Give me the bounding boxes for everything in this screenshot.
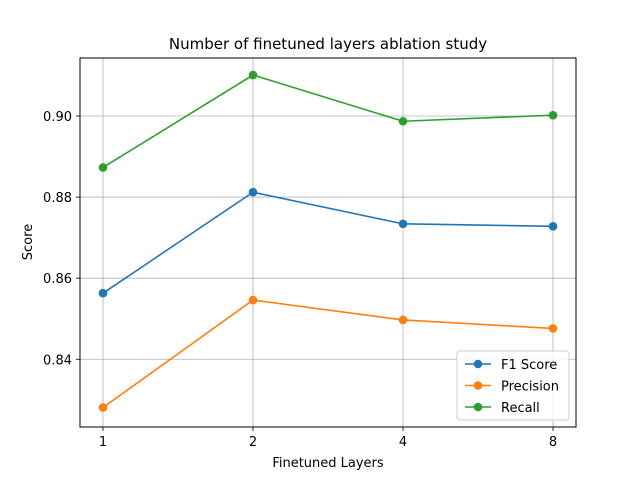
data-point: [548, 110, 558, 120]
plot-frame: [79, 57, 577, 428]
data-point: [398, 116, 408, 126]
legend-label: Precision: [501, 380, 559, 395]
series-line: [102, 299, 554, 409]
data-point: [98, 403, 108, 412]
data-point: [248, 187, 258, 197]
legend-swatch-marker: [473, 381, 483, 390]
x-tick-label: 4: [399, 435, 407, 450]
data-point: [248, 70, 258, 80]
data-point: [98, 288, 108, 298]
legend-swatch-marker: [473, 359, 483, 369]
y-tick-label: 0.90: [43, 110, 72, 125]
x-tick-label: 8: [549, 435, 557, 450]
series-layer: [98, 70, 558, 412]
series-line: [102, 191, 554, 294]
data-point: [398, 219, 408, 229]
y-tick-label: 0.86: [43, 272, 72, 287]
data-point: [548, 324, 558, 333]
data-point: [248, 295, 258, 305]
y-axis-label: Score: [21, 224, 36, 260]
legend: F1 Score Precision Recall: [456, 350, 570, 421]
chart-title: Number of finetuned layers ablation stud…: [169, 35, 487, 53]
series-recall: [98, 70, 558, 172]
series-f1-score: [98, 187, 558, 298]
y-tick-label: 0.88: [43, 191, 72, 206]
series-line: [102, 74, 554, 169]
data-point: [398, 315, 408, 325]
data-point: [548, 221, 558, 231]
series-precision: [98, 295, 558, 412]
axes: 1 2 4 8 0.84 0.86 0.88 0.90: [43, 110, 557, 450]
legend-label: F1 Score: [501, 358, 557, 373]
x-tick-label: 1: [99, 435, 107, 450]
y-tick-label: 0.84: [43, 353, 72, 368]
x-axis-label: Finetuned Layers: [272, 456, 384, 471]
legend-label: Recall: [501, 401, 540, 416]
data-point: [98, 163, 108, 172]
legend-swatch-marker: [473, 402, 483, 412]
x-tick-label: 2: [249, 435, 257, 450]
legend-frame: [456, 350, 570, 421]
